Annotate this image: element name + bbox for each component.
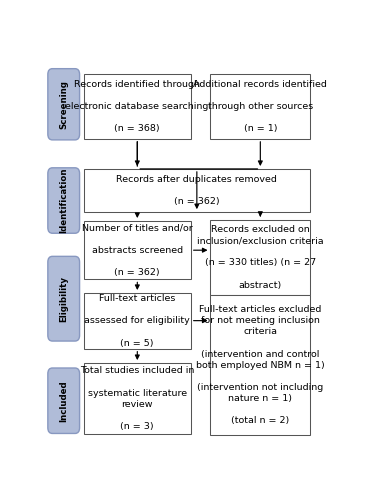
Text: Additional records identified

through other sources

(n = 1): Additional records identified through ot… xyxy=(193,80,327,134)
FancyBboxPatch shape xyxy=(48,256,80,341)
FancyBboxPatch shape xyxy=(83,221,191,280)
Text: Screening: Screening xyxy=(59,80,68,128)
Text: Identification: Identification xyxy=(59,168,68,234)
FancyBboxPatch shape xyxy=(83,363,191,434)
FancyBboxPatch shape xyxy=(48,168,80,234)
Text: Number of titles and/or

abstracts screened

(n = 362): Number of titles and/or abstracts screen… xyxy=(82,224,193,277)
Text: Total studies included in

systematic literature
review

(n = 3): Total studies included in systematic lit… xyxy=(80,366,194,431)
FancyBboxPatch shape xyxy=(211,295,310,436)
Text: Records excluded on
inclusion/exclusion criteria

(n = 330 titles) (n = 27

abst: Records excluded on inclusion/exclusion … xyxy=(197,225,324,290)
Text: Eligibility: Eligibility xyxy=(59,276,68,322)
Text: Full-text articles

assessed for eligibility

(n = 5): Full-text articles assessed for eligibil… xyxy=(84,294,190,348)
FancyBboxPatch shape xyxy=(83,293,191,349)
FancyBboxPatch shape xyxy=(48,68,80,140)
FancyBboxPatch shape xyxy=(211,220,310,295)
Text: Records after duplicates removed

(n = 362): Records after duplicates removed (n = 36… xyxy=(116,175,277,206)
FancyBboxPatch shape xyxy=(83,169,310,212)
Text: Records identified through

electronic database searching

(n = 368): Records identified through electronic da… xyxy=(66,80,209,134)
FancyBboxPatch shape xyxy=(83,74,191,139)
FancyBboxPatch shape xyxy=(48,368,80,434)
FancyBboxPatch shape xyxy=(211,74,310,139)
Text: Full-text articles excluded
for not meeting inclusion
criteria

(intervention an: Full-text articles excluded for not meet… xyxy=(196,305,325,425)
Text: Included: Included xyxy=(59,380,68,422)
